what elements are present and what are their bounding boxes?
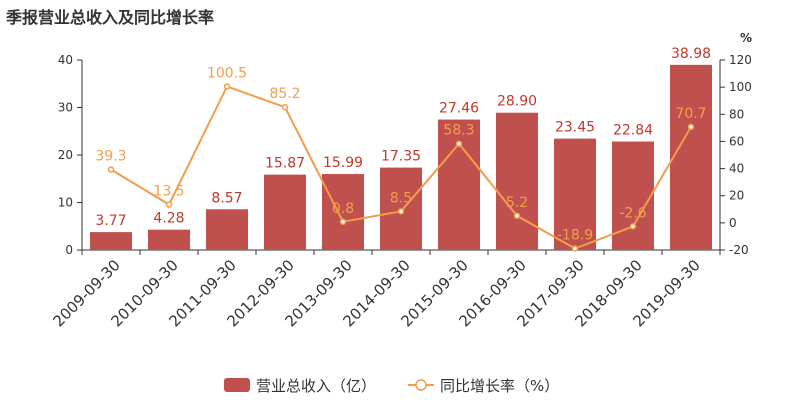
growth-rate-value-label: 58.3 <box>443 123 474 139</box>
growth-rate-point <box>223 83 231 90</box>
legend-bar-label: 营业总收入（亿） <box>256 377 376 395</box>
growth-rate-point <box>571 245 579 252</box>
y-right-tick-label: 120 <box>729 53 752 67</box>
y-left-tick-label: 10 <box>58 196 73 210</box>
y-left-tick-label: 40 <box>58 53 73 67</box>
bar <box>148 229 190 250</box>
bar-value-label: 15.87 <box>265 156 305 172</box>
bar <box>322 174 364 250</box>
bar <box>496 112 538 250</box>
legend-bar-swatch <box>224 378 250 392</box>
legend-line-label: 同比增长率（%） <box>440 377 559 395</box>
growth-rate-value-label: 0.8 <box>332 201 354 217</box>
growth-rate-value-label: 100.5 <box>207 65 247 81</box>
bar-value-label: 28.90 <box>497 94 537 110</box>
growth-rate-value-label: -2.6 <box>619 205 646 221</box>
bar-value-label: 4.28 <box>153 211 184 227</box>
growth-rate-value-label: -18.9 <box>557 228 593 244</box>
growth-rate-value-label: 8.5 <box>390 190 412 206</box>
bar-value-label: 15.99 <box>323 155 363 171</box>
y-left-tick-label: 20 <box>58 148 73 162</box>
bar <box>264 174 306 250</box>
bar-value-label: 38.98 <box>671 46 711 62</box>
growth-rate-value-label: 13.5 <box>153 184 184 200</box>
growth-rate-point <box>339 218 347 226</box>
growth-rate-value-label: 85.2 <box>269 86 300 102</box>
bar <box>90 232 132 250</box>
bar-value-label: 23.45 <box>555 120 595 136</box>
bar <box>554 138 596 250</box>
growth-rate-point <box>397 208 405 215</box>
growth-rate-point <box>687 123 695 131</box>
bar <box>206 209 248 250</box>
growth-rate-point <box>455 140 463 147</box>
y-left-tick-label: 30 <box>58 101 73 115</box>
y-right-unit-label: % <box>740 31 752 45</box>
growth-rate-point <box>281 103 289 111</box>
growth-rate-point <box>513 212 521 220</box>
growth-rate-point <box>107 166 115 173</box>
growth-rate-value-label: 5.2 <box>506 195 528 211</box>
bar-value-label: 27.46 <box>439 101 479 117</box>
growth-rate-point <box>165 201 173 208</box>
y-right-tick-label: 80 <box>729 107 744 121</box>
bar <box>438 119 480 250</box>
chart-title: 季报营业总收入及同比增长率 <box>6 8 215 27</box>
y-right-tick-label: 60 <box>729 134 744 148</box>
y-left-tick-label: 0 <box>65 243 73 257</box>
bar <box>612 141 654 250</box>
bar <box>670 64 712 250</box>
y-right-tick-label: 20 <box>729 189 744 203</box>
growth-rate-point <box>629 223 637 230</box>
bar-value-label: 8.57 <box>211 190 242 206</box>
y-right-tick-label: 0 <box>729 216 737 230</box>
y-right-tick-label: -20 <box>729 243 749 257</box>
growth-rate-value-label: 39.3 <box>95 149 126 165</box>
bar-value-label: 17.35 <box>381 149 421 165</box>
y-right-tick-label: 40 <box>729 162 744 176</box>
y-right-tick-label: 100 <box>729 80 752 94</box>
legend-line-marker <box>415 379 427 391</box>
bar-value-label: 22.84 <box>613 123 653 139</box>
growth-rate-value-label: 70.7 <box>675 106 706 122</box>
bar-value-label: 3.77 <box>95 213 126 229</box>
